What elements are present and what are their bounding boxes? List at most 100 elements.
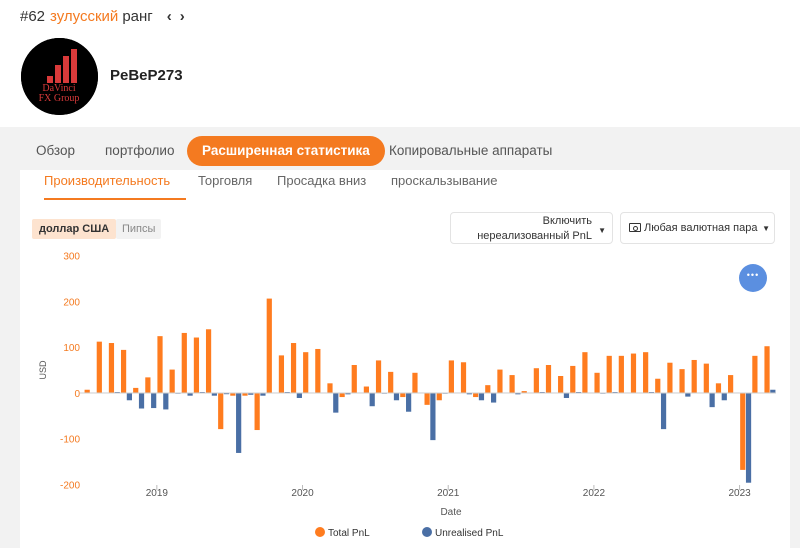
bar-unrealised-pnl[interactable] <box>685 393 691 397</box>
bar-total-pnl[interactable] <box>169 369 175 394</box>
bar-total-pnl[interactable] <box>703 363 709 394</box>
bar-unrealised-pnl[interactable] <box>709 393 715 408</box>
unrealised-pnl-dropdown[interactable]: Включить нереализованный PnL ▼ <box>450 212 613 244</box>
bar-total-pnl[interactable] <box>339 393 345 398</box>
bar-total-pnl[interactable] <box>679 369 685 394</box>
bar-total-pnl[interactable] <box>120 349 127 394</box>
bar-total-pnl[interactable] <box>205 329 212 394</box>
unit-toggle-pips[interactable]: Пипсы <box>116 219 162 239</box>
bar-total-pnl[interactable] <box>363 386 369 394</box>
bar-unrealised-pnl[interactable] <box>430 393 436 441</box>
bar-unrealised-pnl[interactable] <box>163 393 169 410</box>
bar-unrealised-pnl[interactable] <box>260 393 266 396</box>
unit-toggle-usd[interactable]: доллар США <box>32 219 117 239</box>
subtab-drawdown[interactable]: Просадка вниз <box>277 173 367 188</box>
bar-total-pnl[interactable] <box>133 387 139 394</box>
bar-total-pnl[interactable] <box>618 355 624 394</box>
bar-total-pnl[interactable] <box>740 393 746 470</box>
legend-label-unrealised[interactable]: Unrealised PnL <box>435 528 504 539</box>
bar-total-pnl[interactable] <box>157 336 163 394</box>
bar-total-pnl[interactable] <box>218 393 224 430</box>
bar-unrealised-pnl[interactable] <box>515 393 521 395</box>
bar-unrealised-pnl[interactable] <box>236 393 242 453</box>
tab-overview[interactable]: Обзор <box>36 143 75 158</box>
bar-total-pnl[interactable] <box>594 372 600 394</box>
bar-unrealised-pnl[interactable] <box>138 393 145 409</box>
bar-total-pnl[interactable] <box>448 360 454 394</box>
bar-total-pnl[interactable] <box>643 352 649 394</box>
bar-total-pnl[interactable] <box>606 355 612 394</box>
bar-total-pnl[interactable] <box>254 393 260 431</box>
bar-total-pnl[interactable] <box>485 385 491 394</box>
tab-portfolio[interactable]: портфолио <box>105 143 175 158</box>
bar-unrealised-pnl[interactable] <box>406 393 412 412</box>
bar-total-pnl[interactable] <box>715 383 722 394</box>
subtab-performance[interactable]: Производительность <box>44 173 171 188</box>
bar-unrealised-pnl[interactable] <box>660 393 667 430</box>
bar-unrealised-pnl[interactable] <box>770 389 776 394</box>
bar-total-pnl[interactable] <box>533 368 539 394</box>
bar-unrealised-pnl[interactable] <box>466 393 472 395</box>
tab-advanced-stats[interactable]: Расширенная статистика <box>187 136 385 166</box>
chevron-left-icon[interactable]: ‹ <box>166 8 172 25</box>
bar-unrealised-pnl[interactable] <box>126 393 132 401</box>
bar-unrealised-pnl[interactable] <box>248 393 254 395</box>
bar-unrealised-pnl[interactable] <box>369 393 375 407</box>
bar-total-pnl[interactable] <box>351 365 357 394</box>
subtab-trading[interactable]: Торговля <box>198 173 253 188</box>
bar-unrealised-pnl[interactable] <box>187 393 193 396</box>
bar-total-pnl[interactable] <box>400 393 406 398</box>
bar-unrealised-pnl[interactable] <box>563 393 570 398</box>
bar-total-pnl[interactable] <box>691 359 697 394</box>
bar-unrealised-pnl[interactable] <box>345 393 351 395</box>
legend-label-total[interactable]: Total PnL <box>328 528 370 539</box>
chevron-right-icon[interactable]: › <box>179 8 185 25</box>
bar-total-pnl[interactable] <box>764 346 770 394</box>
bar-total-pnl[interactable] <box>509 375 515 394</box>
bar-total-pnl[interactable] <box>278 355 285 394</box>
bar-total-pnl[interactable] <box>752 355 758 394</box>
bar-total-pnl[interactable] <box>473 393 479 398</box>
bar-total-pnl[interactable] <box>266 298 272 394</box>
bar-total-pnl[interactable] <box>412 372 418 394</box>
bar-total-pnl[interactable] <box>728 375 734 394</box>
bar-total-pnl[interactable] <box>315 348 321 394</box>
bar-total-pnl[interactable] <box>193 337 200 394</box>
bar-unrealised-pnl[interactable] <box>745 393 752 483</box>
bar-unrealised-pnl[interactable] <box>223 393 230 395</box>
bar-total-pnl[interactable] <box>303 352 309 394</box>
bar-total-pnl[interactable] <box>242 393 248 396</box>
subtab-slippage[interactable]: проскальзывание <box>391 173 498 188</box>
bar-unrealised-pnl[interactable] <box>721 393 727 401</box>
bar-total-pnl[interactable] <box>424 393 430 405</box>
bar-total-pnl[interactable] <box>84 389 90 394</box>
bar-total-pnl[interactable] <box>145 377 151 394</box>
tab-copiers[interactable]: Копировальные аппараты <box>389 143 553 158</box>
bar-total-pnl[interactable] <box>545 365 552 394</box>
bar-total-pnl[interactable] <box>558 376 564 394</box>
bar-unrealised-pnl[interactable] <box>333 393 339 413</box>
more-options-button[interactable]: ••• <box>739 264 767 292</box>
bar-total-pnl[interactable] <box>108 343 115 394</box>
bar-unrealised-pnl[interactable] <box>211 393 217 396</box>
bar-unrealised-pnl[interactable] <box>478 393 485 401</box>
bar-total-pnl[interactable] <box>521 391 527 394</box>
bar-total-pnl[interactable] <box>630 353 637 394</box>
bar-total-pnl[interactable] <box>655 378 661 394</box>
bar-total-pnl[interactable] <box>497 369 503 394</box>
bar-total-pnl[interactable] <box>667 362 673 394</box>
bar-total-pnl[interactable] <box>460 362 467 394</box>
bar-unrealised-pnl[interactable] <box>393 393 400 401</box>
bar-total-pnl[interactable] <box>388 371 394 394</box>
bar-unrealised-pnl[interactable] <box>151 393 157 409</box>
bar-total-pnl[interactable] <box>582 352 588 394</box>
bar-total-pnl[interactable] <box>96 341 102 394</box>
bar-total-pnl[interactable] <box>327 383 333 394</box>
bar-total-pnl[interactable] <box>570 365 576 394</box>
bar-total-pnl[interactable] <box>436 393 442 401</box>
bar-total-pnl[interactable] <box>290 343 297 394</box>
bar-total-pnl[interactable] <box>181 332 187 394</box>
bar-unrealised-pnl[interactable] <box>296 393 302 398</box>
bar-total-pnl[interactable] <box>230 393 236 396</box>
bar-total-pnl[interactable] <box>375 360 382 394</box>
